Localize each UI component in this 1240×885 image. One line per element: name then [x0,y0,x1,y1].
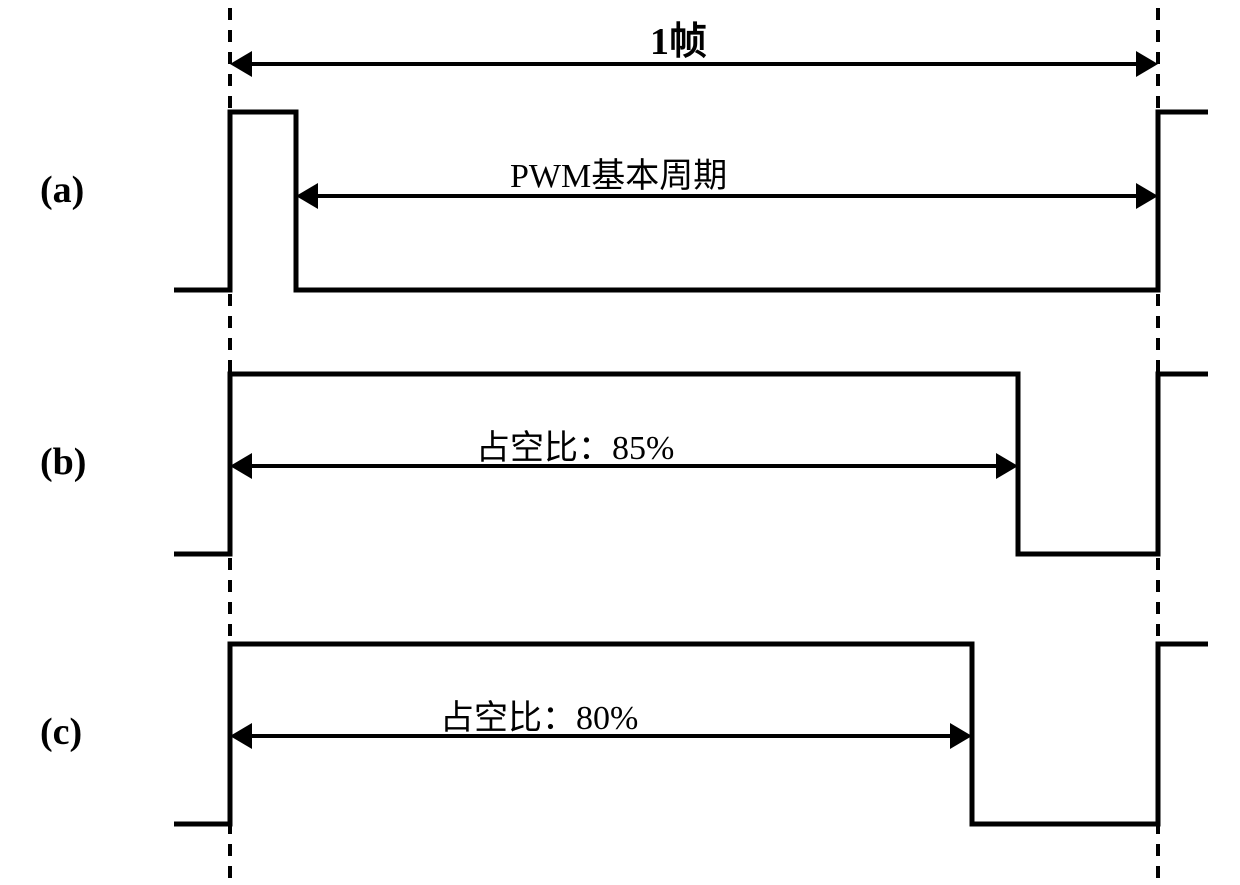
frame-label: 1帧 [650,10,707,65]
row-label-a: (a) [40,168,84,212]
row-label-b: (b) [40,440,86,484]
annotation-a: PWM基本周期 [510,148,727,197]
row-label-c: (c) [40,710,82,754]
annotation-c: 占空比：80% [440,690,638,739]
annotation-b: 占空比：85% [476,420,674,469]
diagram-container: 1帧 (a) PWM基本周期 (b) 占空比：85% (c) 占空比：80% [0,0,1240,885]
